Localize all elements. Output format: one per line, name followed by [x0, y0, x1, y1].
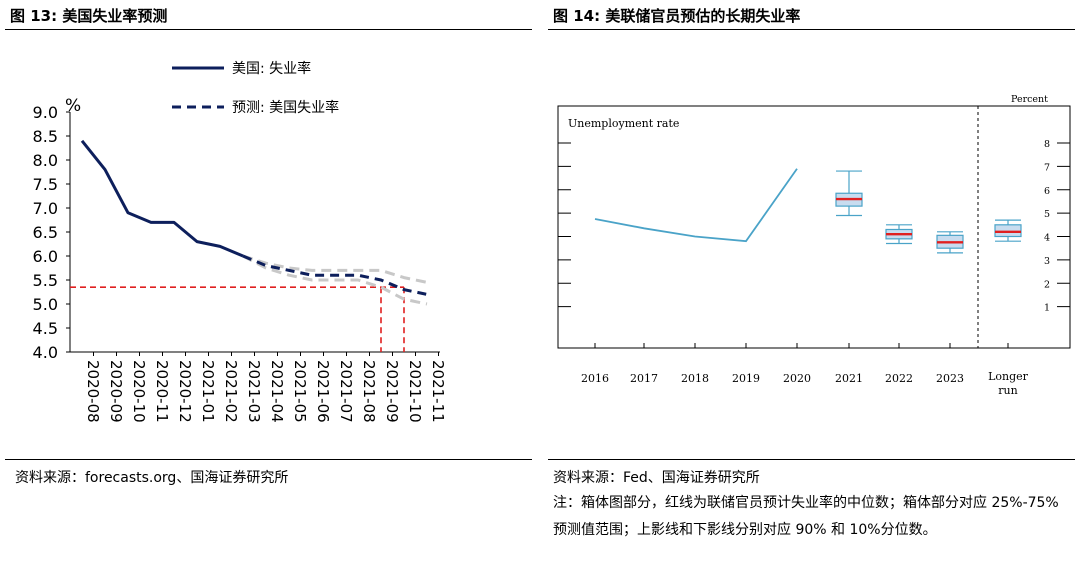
x-tick-label: 2021-10 — [406, 360, 424, 423]
y-tick-label: 8.0 — [33, 151, 58, 170]
x-tick-label: 2021-07 — [337, 360, 355, 423]
x-tick-label: 2019 — [732, 372, 760, 385]
y-tick-label: 7 — [1044, 162, 1050, 173]
y-tick-label: 4.5 — [33, 319, 58, 338]
y-tick-label: 5.0 — [33, 295, 58, 314]
series-forecast-band-line — [242, 254, 428, 306]
x-tick-label: 2021-04 — [268, 360, 286, 423]
right-frame: Unemployment rate Percent 8 7 6 5 4 3 2 1 2016 2017… — [557, 94, 1071, 397]
chart-title: Unemployment rate — [568, 117, 679, 130]
box-plot — [835, 170, 863, 217]
left-series — [70, 139, 428, 352]
x-tick-label: 2020-12 — [176, 360, 194, 423]
x-tick-label: 2021-06 — [314, 360, 332, 423]
box-plot — [994, 219, 1022, 242]
x-tick-label: 2020-11 — [153, 360, 171, 423]
x-tick-label: 2018 — [681, 372, 709, 385]
x-tick-label: 2021-09 — [383, 360, 401, 423]
series-forecast-line — [242, 254, 428, 296]
right-source: 资料来源：Fed、国海证券研究所 — [553, 470, 760, 486]
y-tick-label: 7.5 — [33, 175, 58, 194]
right-bottom-rule — [548, 459, 1075, 460]
x-tick-label: 2017 — [630, 372, 658, 385]
series-actual-line — [80, 139, 244, 258]
right-chart: Unemployment rate Percent 8 7 6 5 4 3 2 1 2016 2017… — [557, 94, 1071, 397]
y-tick-label: 9.0 — [33, 103, 58, 122]
x-tick-label: 2021-03 — [245, 360, 263, 423]
left-axes: 9.0 8.5 8.0 7.5 7.0 6.5 6.0 5.5 5.0 4.5 4.0% 2020-0… — [33, 96, 447, 423]
x-tick-label: 2021-01 — [199, 360, 217, 423]
y-tick-label: 5.5 — [33, 271, 58, 290]
plot-frame — [557, 105, 1071, 349]
left-legend: 美国: 失业率预测: 美国失业率 — [172, 60, 339, 116]
y-tick-label: 6.5 — [33, 223, 58, 242]
left-chart-title: 图 13: 美国失业率预测 — [10, 7, 168, 25]
right-chart-title: 图 14: 美联储官员预估的长期失业率 — [553, 7, 801, 25]
y-tick-label: 4.0 — [33, 343, 58, 362]
x-tick-label: 2021-11 — [429, 360, 447, 423]
x-tick-label-longer: Longer — [988, 370, 1029, 383]
right-series — [594, 168, 1022, 254]
box-plot — [885, 224, 913, 245]
left-bottom-rule — [5, 459, 532, 460]
legend-label-actual: 美国: 失业率 — [232, 60, 311, 77]
y-tick-label: 6 — [1044, 186, 1050, 197]
y-tick-label: 4 — [1044, 233, 1050, 244]
x-tick-label: 2023 — [936, 372, 964, 385]
x-tick-label: 2022 — [885, 372, 913, 385]
left-source: 资料来源：forecasts.org、国海证券研究所 — [15, 470, 289, 486]
y-tick-label: 3 — [1044, 256, 1050, 267]
units-label: Percent — [1011, 94, 1048, 105]
x-tick-label: 2021 — [835, 372, 863, 385]
right-note: 注：箱体图部分，红线为联储官员预计失业率的中位数；箱体部分对应 25%-75%预… — [553, 495, 1059, 538]
box-plot — [936, 231, 964, 254]
x-tick-label: 2021-05 — [291, 360, 309, 423]
x-tick-label: 2021-02 — [222, 360, 240, 423]
x-tick-label: 2016 — [581, 372, 609, 385]
right-title-rule — [548, 29, 1075, 30]
x-tick-label: 2020 — [783, 372, 811, 385]
x-tick-label-run: run — [998, 384, 1017, 397]
left-title-rule — [5, 29, 532, 30]
x-tick-label: 2020-09 — [107, 360, 125, 423]
y-tick-label: 6.0 — [33, 247, 58, 266]
y-tick-label: 7.0 — [33, 199, 58, 218]
x-tick-label: 2020-08 — [84, 360, 102, 423]
y-tick-label: 2 — [1044, 279, 1050, 290]
legend-label-forecast: 预测: 美国失业率 — [232, 99, 339, 116]
x-tick-label: 2020-10 — [130, 360, 148, 423]
y-tick-label: 8 — [1044, 139, 1050, 150]
x-tick-label: 2021-08 — [360, 360, 378, 423]
y-tick-label: 1 — [1044, 303, 1050, 314]
y-tick-label: 8.5 — [33, 127, 58, 146]
unemployment-line — [594, 168, 798, 243]
left-chart: 美国: 失业率预测: 美国失业率 9.0 8.5 8.0 7.5 7.0 6.5 6.0 5.… — [33, 60, 447, 423]
y-axis-unit: % — [65, 96, 81, 116]
series-forecast-band-line — [242, 254, 428, 284]
y-tick-label: 5 — [1044, 209, 1050, 220]
